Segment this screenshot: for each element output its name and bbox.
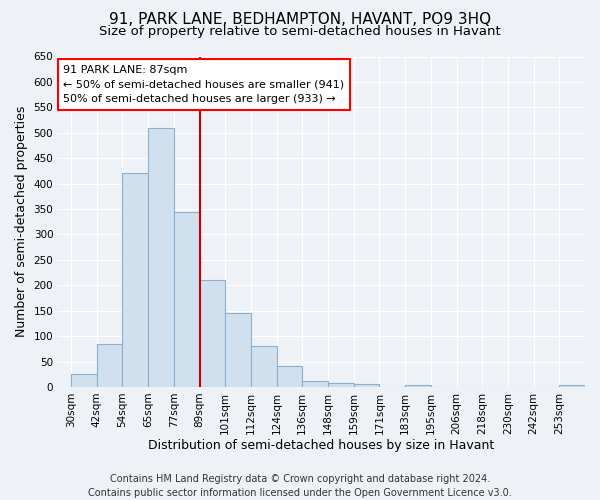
Bar	[302, 381, 328, 387]
Text: 91, PARK LANE, BEDHAMPTON, HAVANT, PO9 3HQ: 91, PARK LANE, BEDHAMPTON, HAVANT, PO9 3…	[109, 12, 491, 28]
Bar	[405, 386, 431, 387]
Bar	[277, 366, 302, 387]
X-axis label: Distribution of semi-detached houses by size in Havant: Distribution of semi-detached houses by …	[148, 440, 495, 452]
Bar	[354, 384, 379, 387]
Bar	[174, 212, 200, 387]
Y-axis label: Number of semi-detached properties: Number of semi-detached properties	[15, 106, 28, 338]
Text: Contains HM Land Registry data © Crown copyright and database right 2024.
Contai: Contains HM Land Registry data © Crown c…	[88, 474, 512, 498]
Text: 91 PARK LANE: 87sqm
← 50% of semi-detached houses are smaller (941)
50% of semi-: 91 PARK LANE: 87sqm ← 50% of semi-detach…	[64, 65, 344, 104]
Bar	[122, 174, 148, 387]
Bar	[251, 346, 277, 387]
Bar	[200, 280, 225, 387]
Text: Size of property relative to semi-detached houses in Havant: Size of property relative to semi-detach…	[99, 25, 501, 38]
Bar	[328, 383, 354, 387]
Bar	[559, 385, 585, 387]
Bar	[225, 313, 251, 387]
Bar	[148, 128, 174, 387]
Bar	[71, 374, 97, 387]
Bar	[97, 344, 122, 387]
